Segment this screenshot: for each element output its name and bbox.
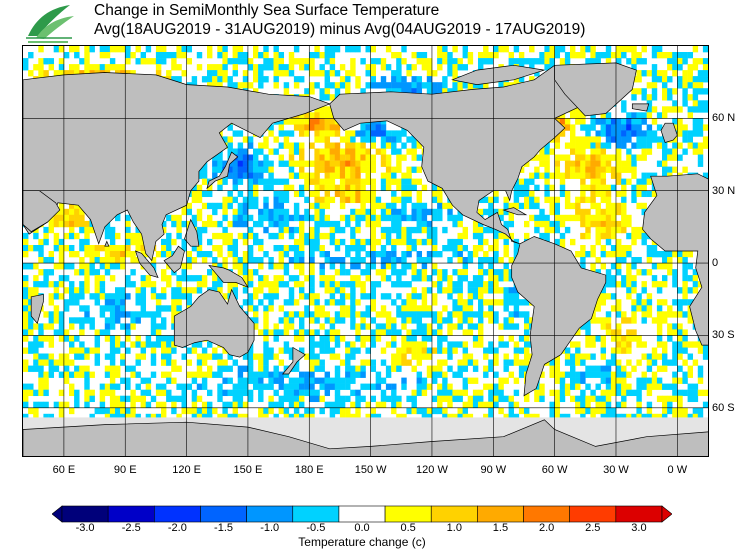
lat-tick-label: 60 S <box>712 401 735 414</box>
colorbar-tick-label: 1.5 <box>492 522 509 534</box>
sri-lanka-island <box>104 240 110 247</box>
colorbar-swatch <box>338 505 386 523</box>
graticule-grid <box>23 46 708 456</box>
colorbar-swatch <box>569 505 617 523</box>
colorbar-tick-label: 3.0 <box>631 522 647 534</box>
lon-tick-label: 60 E <box>52 464 76 476</box>
colorbar-tick-label: 0.5 <box>400 522 416 534</box>
lon-tick-label: 120 W <box>416 464 448 476</box>
madagascar-island <box>30 293 44 325</box>
colorbar-swatch <box>61 505 109 523</box>
colorbar-tick-label: 1.0 <box>446 522 462 534</box>
colorbar-tick-label: -1.0 <box>260 522 280 534</box>
colorbar-tick-label: -2.5 <box>121 522 141 534</box>
colorbar-swatch <box>615 505 663 523</box>
lat-tick-label: 60 N <box>712 112 736 125</box>
lon-tick-label: 150 E <box>233 464 263 476</box>
new-zealand-islands <box>281 346 306 375</box>
lon-tick-label: 90 E <box>113 464 137 476</box>
philippines-islands <box>184 218 200 247</box>
colorbar-tick-label: 2.5 <box>585 522 601 534</box>
map-title: Change in SemiMonthly Sea Surface Temper… <box>94 2 440 19</box>
australia-landmass <box>173 288 255 358</box>
colorbar-swatch <box>430 505 478 523</box>
lon-tick-label: 30 W <box>603 464 629 476</box>
colorbar-swatch <box>523 505 570 523</box>
map-subtitle: Avg(18AUG2019 - 31AUG2019) minus Avg(04A… <box>94 21 586 38</box>
colorbar-swatch <box>107 505 155 523</box>
iceland-island <box>631 103 650 112</box>
colorbar-swatch <box>246 505 294 523</box>
logo-icon <box>26 5 74 43</box>
cuba-island <box>502 207 528 216</box>
lon-tick-label: 180 E <box>294 464 324 476</box>
lon-tick-label: 0 W <box>667 464 688 476</box>
colorbar-tick-label: 0.0 <box>354 522 370 534</box>
lat-tick-label: 30 N <box>712 184 736 197</box>
lon-tick-label: 120 E <box>172 464 201 476</box>
colorbar-swatch <box>292 505 340 523</box>
colorbar-tick-label: -2.0 <box>167 522 187 534</box>
lon-tick-label: 60 W <box>541 464 568 476</box>
africa-landmass <box>642 173 708 346</box>
colorbar-title: Temperature change (c) <box>298 535 426 549</box>
sst-change-map <box>22 45 709 457</box>
lat-tick-label: 30 S <box>712 329 735 342</box>
borneo-island <box>163 245 185 274</box>
antarctica-landmass <box>23 419 708 456</box>
lat-tick-label: 0 <box>712 257 719 270</box>
lon-tick-label: 150 W <box>354 464 387 476</box>
colorbar-swatch <box>384 505 432 523</box>
colorbar-swatch <box>154 505 201 523</box>
colorbar-high-arrow <box>661 505 672 523</box>
colorbar-tick-label: -3.0 <box>75 522 95 534</box>
colorbar-tick-label: -0.5 <box>306 522 326 534</box>
uk-islands <box>660 122 678 143</box>
colorbar-swatch <box>477 505 524 523</box>
lon-tick-label: 90 W <box>480 464 507 476</box>
colorbar-tick-label: 2.0 <box>538 522 555 534</box>
colorbar-swatch <box>200 505 247 523</box>
colorbar-tick-label: -1.5 <box>214 522 234 534</box>
eurasia-landmass <box>23 72 331 262</box>
colorbar-low-arrow <box>52 505 63 523</box>
arabia-landmass <box>23 190 61 233</box>
south-america-landmass <box>511 236 607 397</box>
colorbar <box>52 505 672 523</box>
japan-islands <box>206 151 239 190</box>
arctic-islands <box>451 64 545 85</box>
